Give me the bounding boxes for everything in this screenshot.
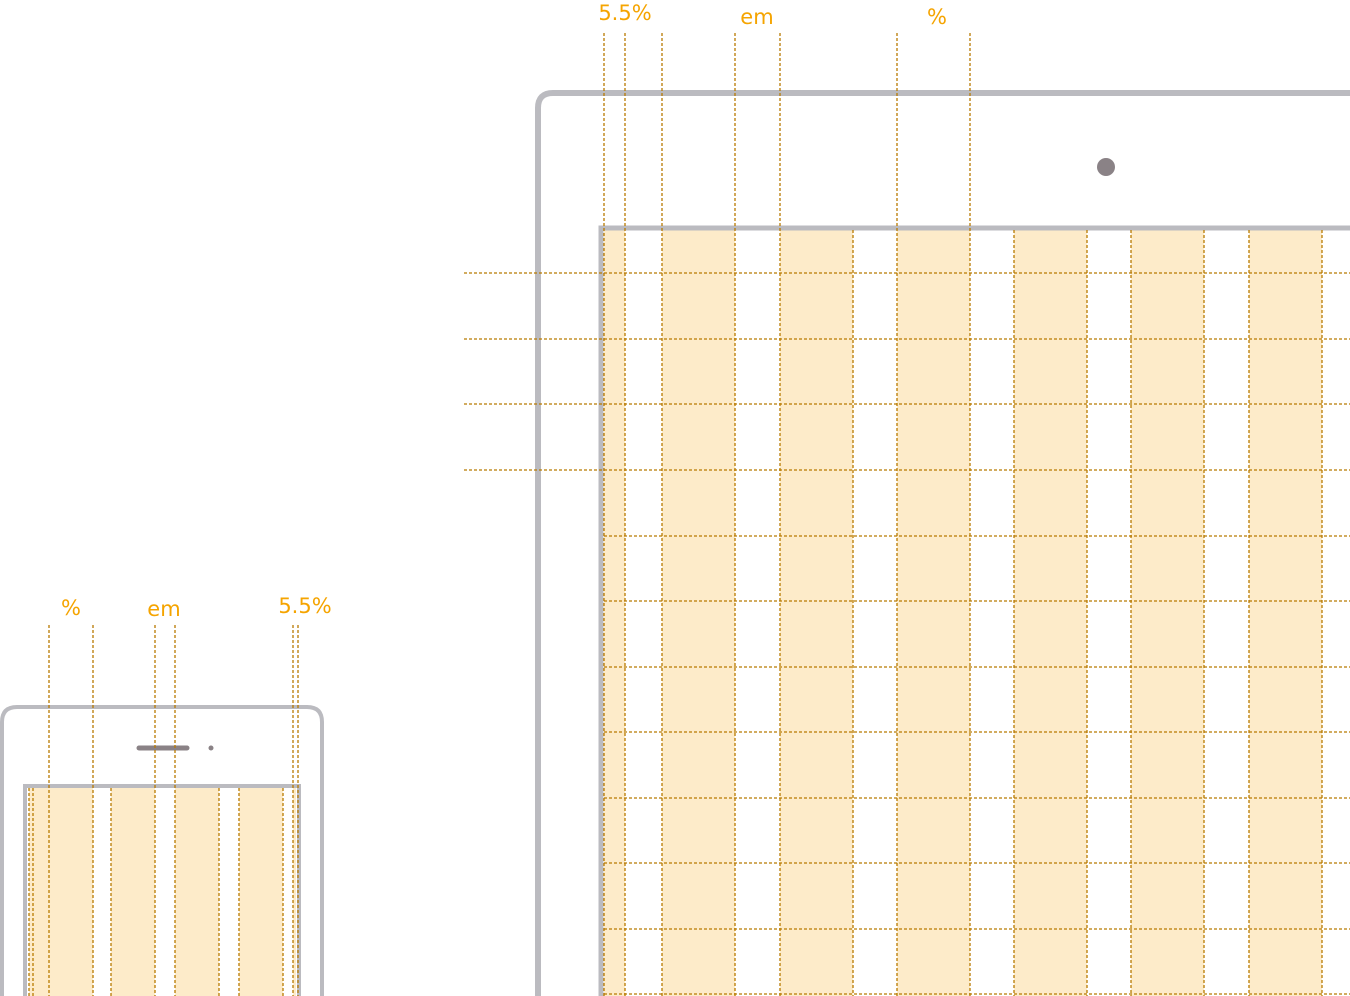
tablet-grid-column xyxy=(1249,230,1322,996)
phone-label-gutter: em xyxy=(147,597,180,621)
tablet-grid-columns xyxy=(604,230,1322,996)
tablet-vertical-guides xyxy=(603,33,1323,996)
tablet-grid-column xyxy=(1131,230,1204,996)
tablet-grid-column xyxy=(1014,230,1087,996)
phone-gutter xyxy=(93,788,111,996)
tablet-horizontal-guides xyxy=(464,272,1350,995)
phone-frame xyxy=(0,705,324,996)
tablet-label-column: % xyxy=(927,5,947,29)
tablet-margin-column xyxy=(604,230,625,996)
phone-gutter xyxy=(155,788,175,996)
tablet-grid-column xyxy=(897,230,970,996)
tablet-grid-column xyxy=(662,230,735,996)
phone-label-column: % xyxy=(61,596,81,620)
phone-gutter xyxy=(219,788,239,996)
phone-device: % em 5.5% xyxy=(0,594,332,996)
camera-icon xyxy=(208,745,214,751)
phone-vertical-guides xyxy=(28,625,299,996)
phone-gutter xyxy=(283,788,293,996)
tablet-frame xyxy=(535,90,1350,996)
phone-gutter-gaps xyxy=(93,788,293,996)
tablet-label-gutter: em xyxy=(740,5,773,29)
phone-screen xyxy=(23,784,301,996)
tablet-device: 5.5% em % xyxy=(464,1,1350,996)
tablet-grid-column xyxy=(780,230,853,996)
tablet-screen xyxy=(598,225,1350,996)
camera-icon xyxy=(1097,158,1115,176)
tablet-label-margin: 5.5% xyxy=(598,1,651,25)
phone-label-margin: 5.5% xyxy=(278,594,331,618)
